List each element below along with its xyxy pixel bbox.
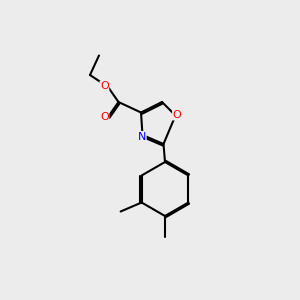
Text: O: O [100, 112, 109, 122]
Text: N: N [138, 131, 146, 142]
Text: O: O [172, 110, 182, 120]
Text: O: O [100, 81, 109, 92]
